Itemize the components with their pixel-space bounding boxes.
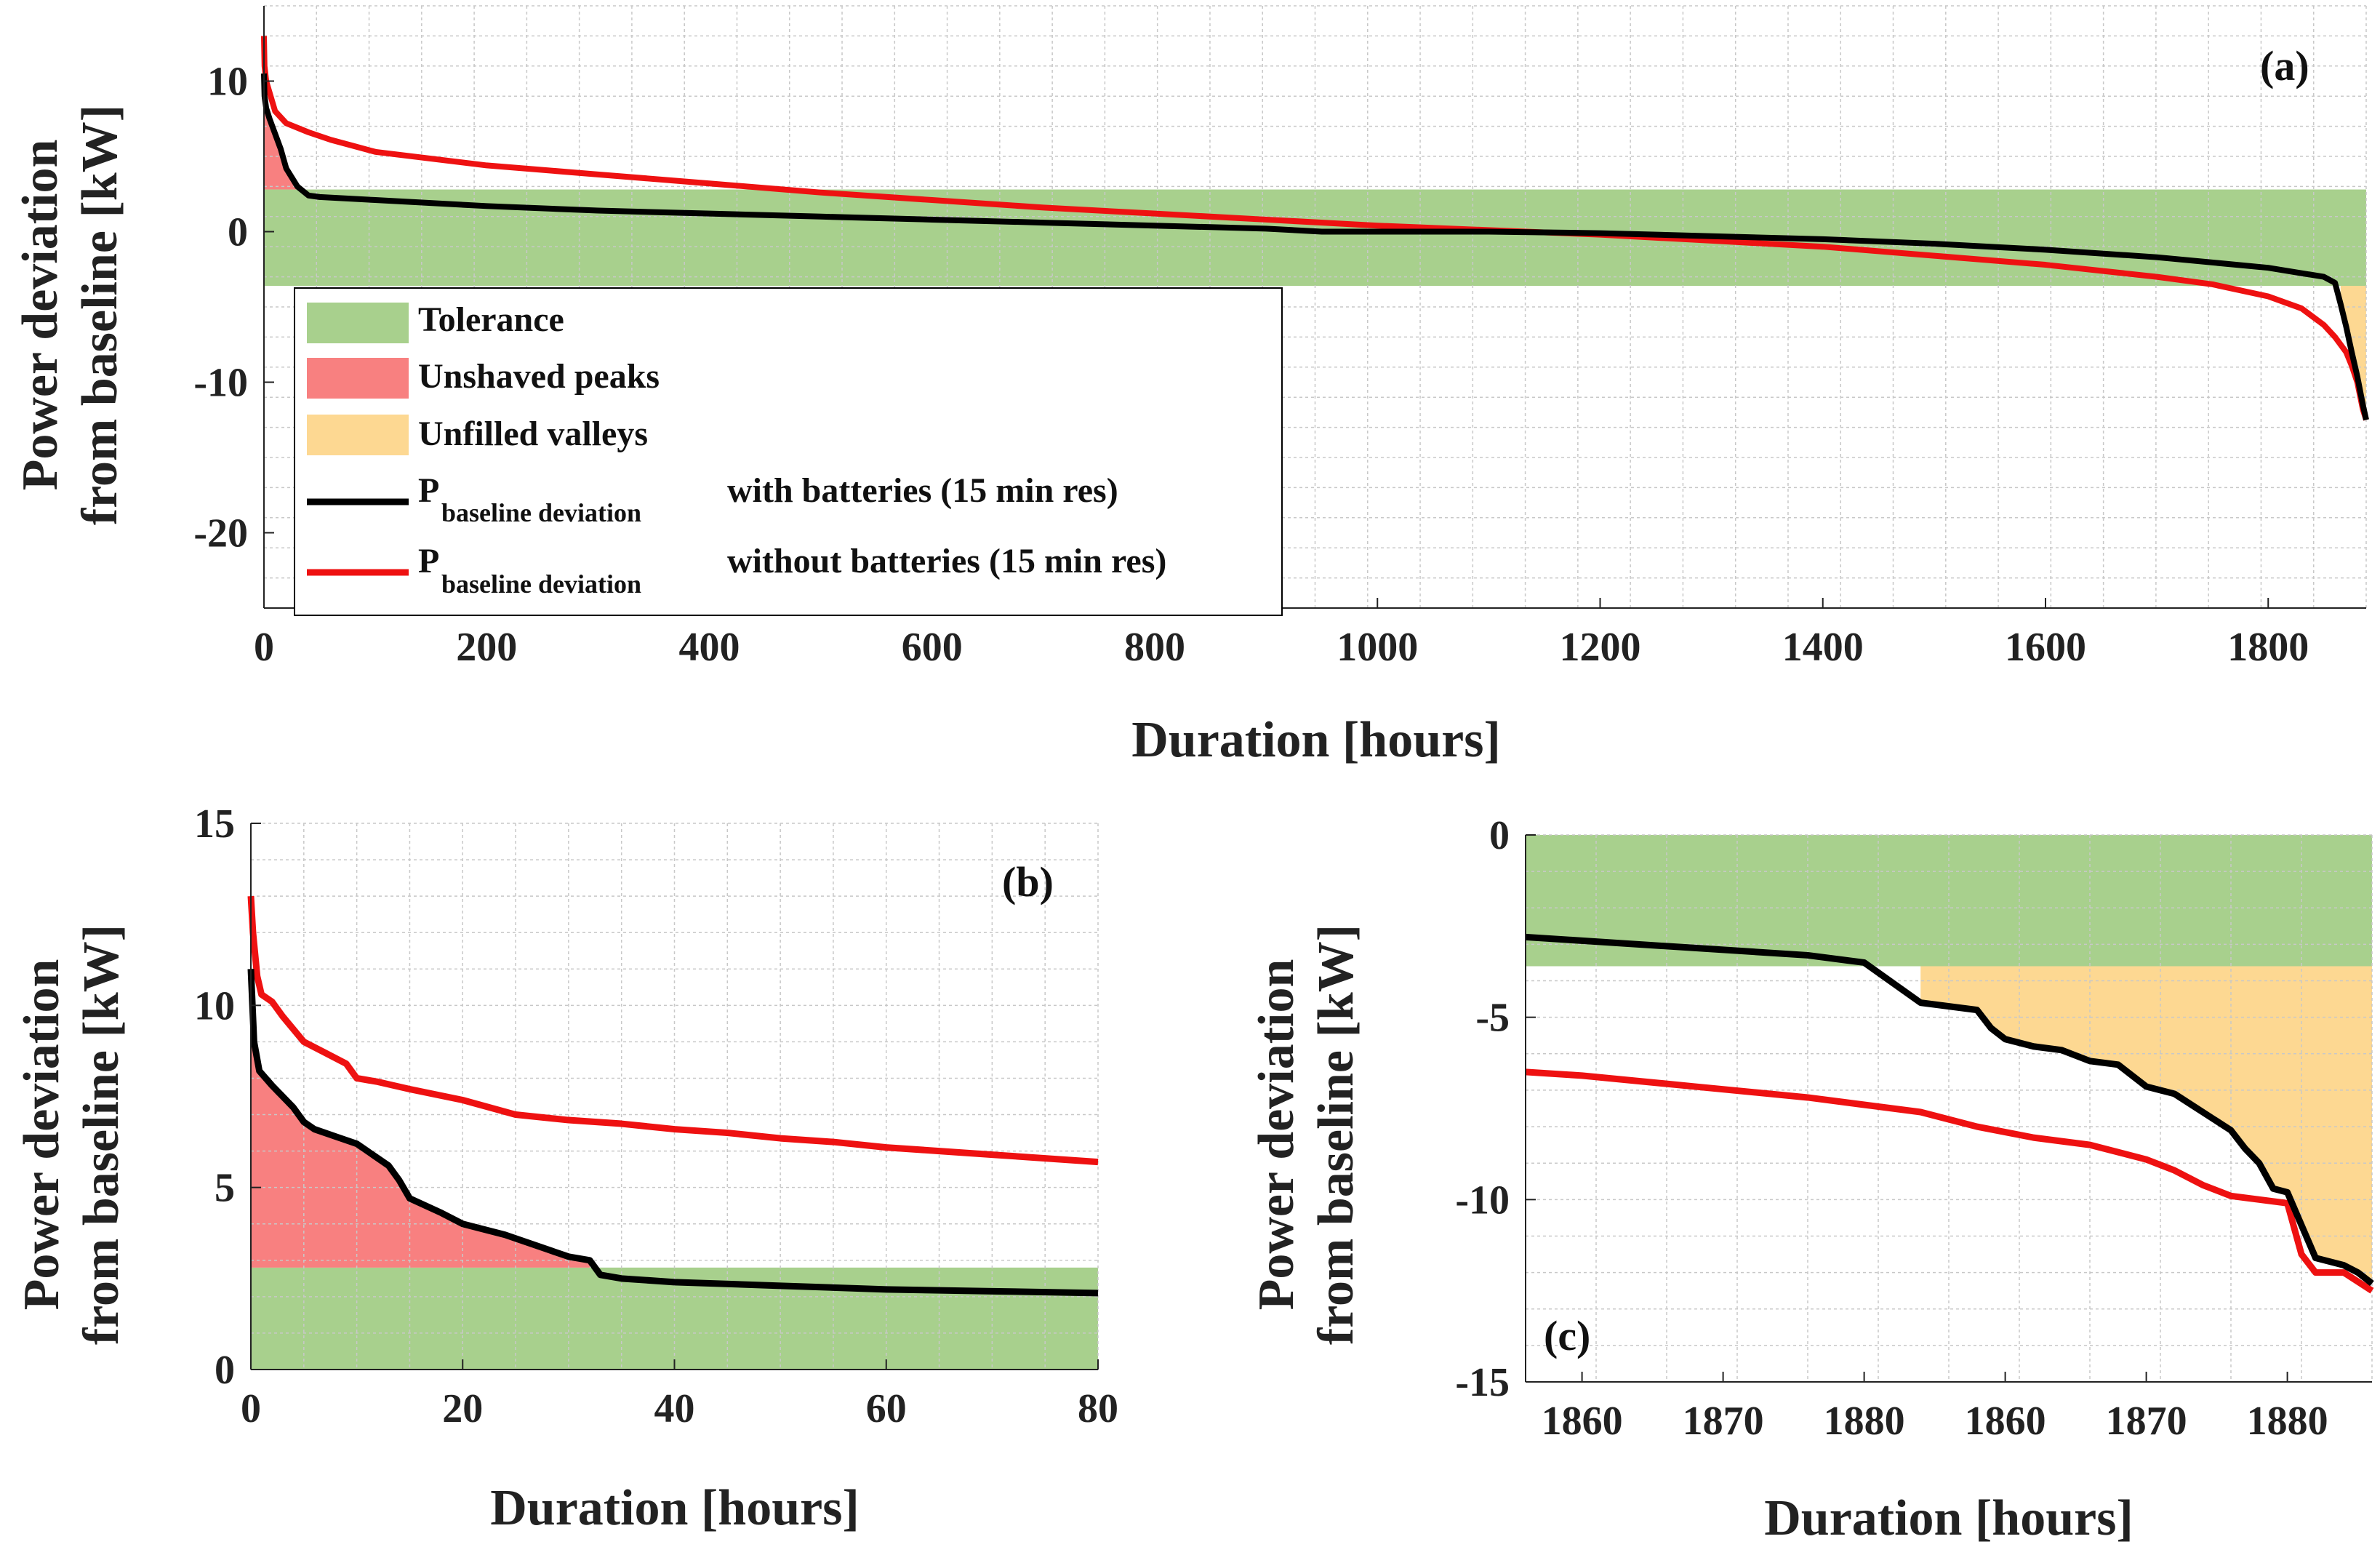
x-tick-label: 1400 [1782,625,1864,670]
x-tick-label: 80 [1078,1386,1118,1431]
x-tick-label: 1200 [1560,625,1641,670]
line-without-batteries-c [1525,1068,2374,1294]
legend: Tolerance Unshaved peaks Unfilled valley… [294,287,1283,616]
y-tick-label: -10 [1455,1178,1510,1223]
panel-label-a: (a) [2260,42,2309,89]
legend-label-valleys: Unfilled valleys [418,415,648,453]
unshaved-peaks-area-b [251,969,590,1268]
line-without-batteries-a [261,36,2369,421]
legend-box [294,287,1283,616]
y-tick-label: -15 [1455,1360,1510,1405]
panel-label-c: (c) [1544,1312,1590,1359]
x-tick-label: 1860 [1965,1399,2046,1444]
legend-swatch-valleys [307,415,409,455]
panel-c: 1860 1870 1880 1860 1870 1880 0 -5 -10 -15 [1455,813,2374,1444]
y-axis-label-c-line2: from baseline [kW] [1308,924,1364,1345]
legend-label-with-p: P [418,471,439,510]
x-tick-label: 0 [241,1386,261,1431]
x-tick-label: 1800 [2227,625,2309,670]
y-tick-label: 10 [207,60,248,105]
panel-b: 0 20 40 60 80 15 10 5 0 [194,802,1118,1431]
x-tick-label: 0 [254,625,274,670]
x-axis-label-a: Duration [hours] [1131,712,1501,768]
y-axis-label-c-line1: Power deviation [1249,959,1305,1311]
x-tick-label: 400 [679,625,740,670]
y-tick-label: -5 [1475,996,1510,1041]
y-axis-label-b-line1: Power deviation [14,959,70,1311]
x-tick-label: 1870 [2106,1399,2187,1444]
x-axis-label-b: Duration [hours] [490,1480,860,1536]
x-tick-label: 40 [654,1386,695,1431]
x-axis-label-c: Duration [hours] [1764,1490,2133,1546]
legend-swatch-peaks [307,358,409,399]
line-without-batteries-b [247,895,1099,1166]
legend-label-without-p: P [418,542,439,580]
x-tick-label: 1880 [2247,1399,2328,1444]
panel-label-b: (b) [1002,858,1054,906]
x-tick-label: 1860 [1542,1399,1623,1444]
x-tick-label: 800 [1124,625,1185,670]
unshaved-peaks-area-a [264,73,297,190]
legend-label-peaks: Unshaved peaks [418,357,660,396]
y-tick-label: 5 [215,1166,235,1211]
y-tick-label: -10 [193,361,248,406]
x-tick-label: 60 [866,1386,907,1431]
x-tick-label: 1000 [1337,625,1418,670]
x-tick-label: 20 [442,1386,483,1431]
legend-swatch-tolerance [307,303,409,343]
legend-label-without-rest: without batteries (15 min res) [727,542,1166,580]
legend-label-tolerance: Tolerance [418,300,564,339]
y-tick-label: 10 [194,983,235,1028]
y-axis-label-a-line2: from baseline [kW] [72,105,128,525]
line-with-batteries-b [247,969,1099,1297]
x-tick-label: 1870 [1683,1399,1764,1444]
y-axis-label-b-line2: from baseline [kW] [73,924,129,1345]
legend-label-with-sub: baseline deviation [441,498,641,527]
legend-label-with-rest: with batteries (15 min res) [727,471,1118,510]
line-with-batteries-c [1525,933,2374,1287]
x-tick-label: 1880 [1824,1399,1905,1444]
x-tick-label: 200 [456,625,517,670]
x-tick-label: 600 [902,625,963,670]
y-tick-label: 0 [215,1348,235,1393]
y-tick-label: 0 [1489,813,1510,858]
x-tick-label: 1600 [2005,625,2086,670]
y-tick-label: -20 [193,511,248,556]
y-axis-label-a-line1: Power deviation [12,140,68,491]
legend-label-without-sub: baseline deviation [441,569,641,599]
y-tick-label: 15 [194,802,235,847]
y-tick-label: 0 [228,210,248,255]
line-with-batteries-a [261,73,2369,421]
